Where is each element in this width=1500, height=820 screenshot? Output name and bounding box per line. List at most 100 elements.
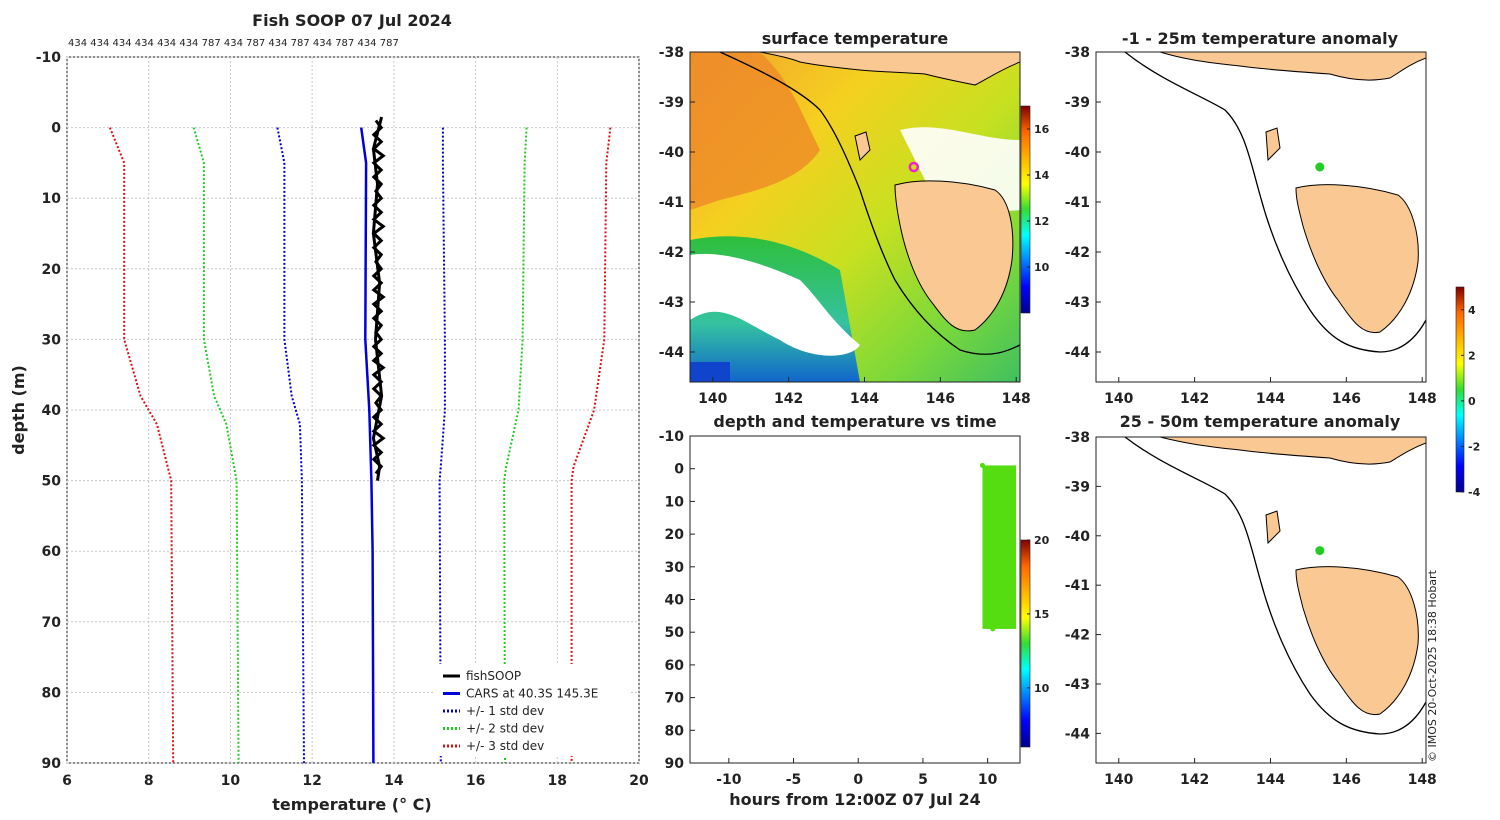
- profile-xtick: 20: [629, 773, 649, 789]
- profile-panel: Fish SOOP 07 Jul 2024 434 434 434 434 43…: [9, 11, 649, 814]
- colorbar-tick: 10: [1034, 682, 1050, 695]
- profile-ytick: -10: [36, 50, 62, 66]
- timeseries-ytick: 90: [665, 756, 685, 772]
- map-ytick: -43: [1065, 677, 1090, 693]
- profile-series-line: [192, 127, 240, 764]
- profile-ytick: 70: [42, 615, 62, 631]
- timeseries-panel: depth and temperature vs time -10 -5 0 5 10-…: [659, 412, 1050, 809]
- profile-grid: [66, 56, 640, 764]
- timeseries-cluster-band: [982, 465, 1017, 629]
- map-ytick: -40: [1065, 145, 1091, 161]
- profile-xlabel: temperature (° C): [272, 795, 431, 814]
- profile-top-labels: 434 434 434 434 434 434 787 434 787 434 …: [68, 38, 399, 49]
- profile-ytick: 80: [42, 685, 62, 701]
- colorbar-tick: 10: [1034, 261, 1050, 274]
- map-xtick: 140: [1104, 391, 1133, 407]
- profile-lines: [108, 116, 612, 764]
- map-ytick: -44: [1065, 345, 1091, 361]
- map-xtick: 144: [1256, 391, 1285, 407]
- map-ytick: -39: [1065, 479, 1090, 495]
- legend-label: +/- 1 std dev: [466, 704, 544, 718]
- timeseries-point: [990, 626, 996, 632]
- map-xtick: 144: [1256, 772, 1285, 788]
- profile-xtick: 6: [62, 773, 72, 789]
- sst-ticks: 140 142 144 146 148 -38 -39 -40 -41 -42 -43 -44: [659, 45, 1031, 407]
- map-xtick: 146: [1332, 391, 1361, 407]
- profile-series-line: [438, 127, 446, 764]
- colorbar-tick: -2: [1468, 440, 1480, 453]
- timeseries-ytick: 0: [674, 462, 684, 478]
- timeseries-ticks: -10 -5 0 5 10 -10 0 10 20 30 40 50 60 70 80 90: [659, 429, 998, 788]
- timeseries-ytick: 80: [665, 723, 685, 739]
- timeseries-ytick: 40: [665, 593, 685, 609]
- profile-series-line: [108, 127, 175, 764]
- profile-ytick: 30: [42, 332, 62, 348]
- profile-ylabel: depth (m): [9, 365, 28, 455]
- anomaly-colorbar: -4 -2 0 2 4: [1455, 286, 1481, 499]
- profile-ytick: 40: [42, 403, 62, 419]
- map-ytick: -39: [1065, 95, 1090, 111]
- map-ytick: -42: [1065, 245, 1090, 261]
- timeseries-xtick: 10: [978, 772, 998, 788]
- sst-colorbar: 10 12 14 16: [1020, 105, 1050, 314]
- timeseries-xtick: -5: [786, 772, 802, 788]
- legend-label: +/- 3 std dev: [466, 739, 544, 753]
- map-ytick: -38: [659, 45, 684, 61]
- map-xtick: 142: [1180, 772, 1209, 788]
- map-xtick: 142: [1180, 391, 1209, 407]
- anom2-title: 25 - 50m temperature anomaly: [1120, 412, 1401, 431]
- colorbar-tick: 16: [1034, 123, 1050, 136]
- map-ytick: -41: [1065, 578, 1090, 594]
- legend-label: CARS at 40.3S 145.3E: [466, 687, 598, 701]
- map-xtick: 148: [1408, 772, 1437, 788]
- profile-xtick: 8: [144, 773, 154, 789]
- map-xtick: 142: [774, 391, 803, 407]
- profile-xtick: 16: [466, 773, 485, 789]
- profile-fishsoop-trace: [371, 119, 386, 475]
- timeseries-ytick: 70: [665, 691, 685, 707]
- colorbar-tick: 12: [1034, 215, 1049, 228]
- timeseries-ytick: 20: [665, 527, 685, 543]
- timeseries-xtick: 5: [918, 772, 928, 788]
- profile-series-line: [359, 127, 375, 764]
- map-ytick: -43: [659, 295, 684, 311]
- colorbar-tick: 2: [1468, 349, 1476, 362]
- colorbar-tick: 4: [1468, 304, 1476, 317]
- profile-xtick: 10: [221, 773, 241, 789]
- legend-label: fishSOOP: [466, 669, 521, 683]
- profile-ticks: 6 8 10 12 14 16 18 20 -10 0 10 20 30 40 50 60 70 80 90: [36, 50, 649, 789]
- map-ytick: -41: [1065, 195, 1090, 211]
- profile-ytick: 90: [42, 756, 62, 772]
- map-xtick: 140: [698, 391, 727, 407]
- map-ytick: -42: [659, 245, 684, 261]
- map-xtick: 144: [850, 391, 879, 407]
- colorbar-tick: 15: [1034, 608, 1049, 621]
- profile-xtick: 14: [384, 773, 404, 789]
- profile-ytick: 50: [42, 474, 62, 490]
- map-xtick: 148: [1002, 391, 1031, 407]
- map-xtick: 148: [1408, 391, 1437, 407]
- timeseries-title: depth and temperature vs time: [713, 412, 996, 431]
- anom1-ticks: 140 142 144 146 148 -38 -39 -40 -41 -42 -43 -44: [1065, 45, 1437, 407]
- profile-ytick: 0: [51, 121, 61, 137]
- timeseries-xtick: 0: [853, 772, 863, 788]
- profile-ytick: 20: [42, 262, 62, 278]
- map-xtick: 146: [926, 391, 955, 407]
- anom2-ticks: 140 142 144 146 148 -38 -39 -40 -41 -42 -43 -44: [1065, 430, 1437, 788]
- map-ytick: -44: [1065, 726, 1091, 742]
- map-ytick: -38: [1065, 430, 1090, 446]
- anom2-marker: [1315, 546, 1325, 556]
- colorbar-tick: 20: [1034, 534, 1050, 547]
- map-ytick: -42: [1065, 628, 1090, 644]
- timeseries-point: [979, 462, 985, 468]
- colorbar-tick: 0: [1468, 395, 1476, 408]
- map-ytick: -40: [659, 145, 685, 161]
- profile-title: Fish SOOP 07 Jul 2024: [252, 11, 452, 30]
- map-ytick: -40: [1065, 529, 1091, 545]
- map-xtick: 146: [1332, 772, 1361, 788]
- timeseries-ytick: 60: [665, 658, 685, 674]
- anomaly-map-2: 25 - 50m temperature anomaly 140 142 144 14…: [1065, 412, 1437, 788]
- map-ytick: -43: [1065, 295, 1090, 311]
- timeseries-ytick: -10: [659, 429, 685, 445]
